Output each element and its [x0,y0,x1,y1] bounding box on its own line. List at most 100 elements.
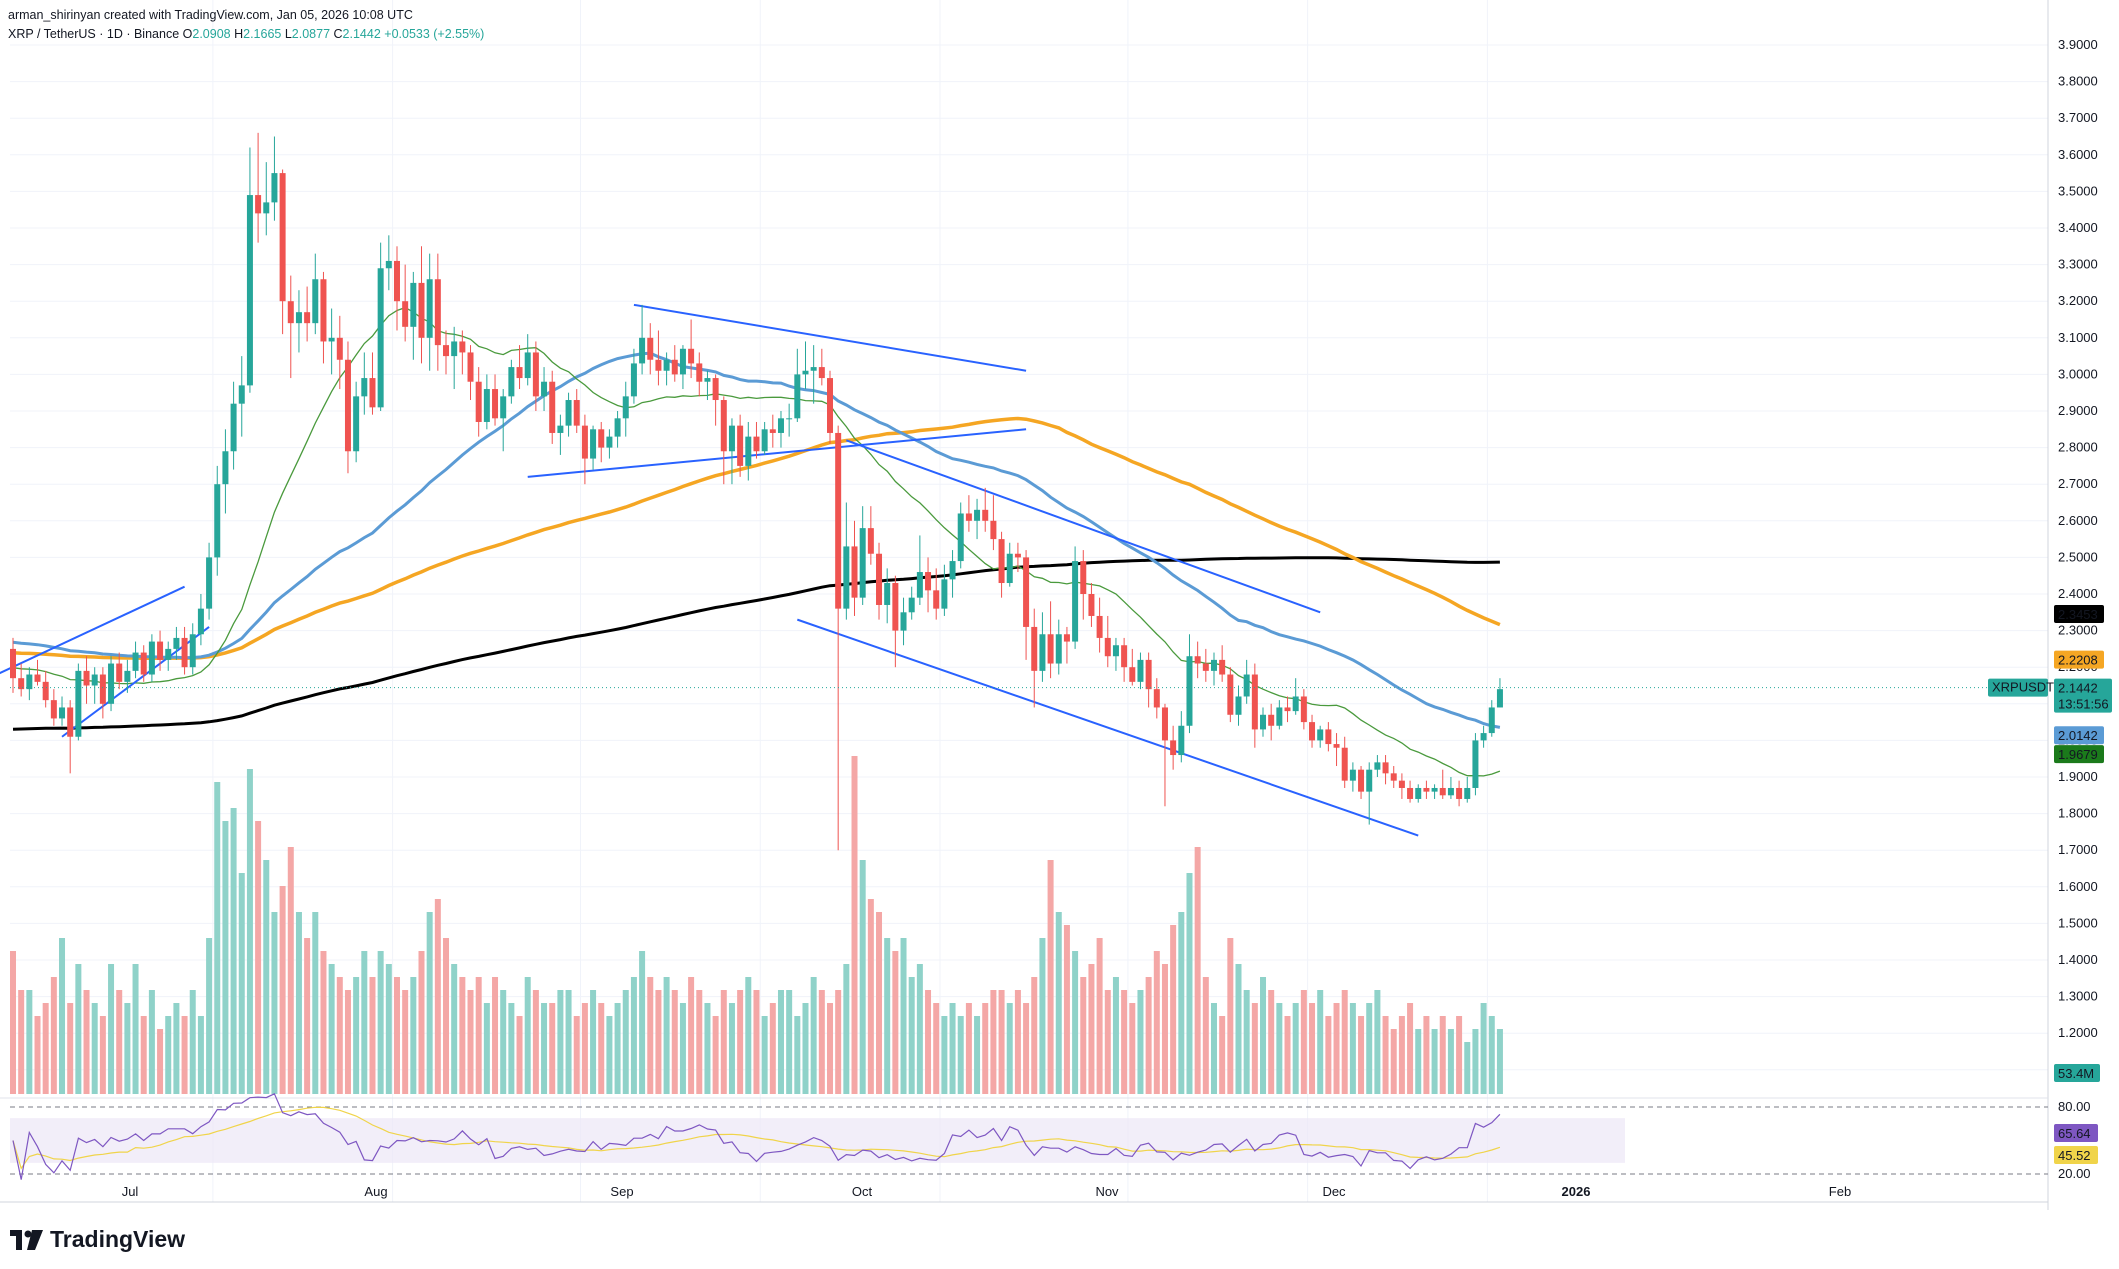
volume-bar [83,990,90,1094]
volume-bar [794,1016,801,1094]
candle-body [1096,615,1103,638]
volume-bar [630,977,637,1094]
volume-bar [1317,990,1324,1094]
rsi-line [12,1092,1501,1180]
volume-bar [1153,951,1160,1094]
candle-body [1390,773,1397,781]
volume-bar [933,1003,940,1094]
candle-body [295,312,302,324]
volume-bar [10,951,16,1094]
candle-body [459,341,466,353]
volume-bar [34,1016,41,1094]
candle-body [353,396,360,452]
volume-bar [1439,1016,1446,1094]
time-tick-label: Nov [1095,1184,1119,1199]
candle-body [688,348,695,364]
price-tick-label: 1.9000 [2058,769,2098,784]
rsi-value: 65.64 [2058,1126,2091,1141]
candle-body [246,195,253,386]
volume-bar [279,886,286,1094]
candle-body [859,528,866,598]
price-axis[interactable]: 3.9000 3.8000 3.7000 3.6000 3.5000 3.4000 3.30… [2058,37,2098,1181]
candle-body [704,378,711,382]
candle-body [728,425,735,452]
last-price-symbol-bg [1988,678,2048,697]
volume-bar [827,1003,833,1094]
candle-body [843,546,850,609]
candle-body [1251,674,1258,730]
volume-bar [410,977,417,1094]
volume-bar [271,912,278,1094]
volume-bar [222,821,229,1094]
volume-bar [91,1003,98,1094]
volume-bar [965,1003,972,1094]
volume-bar [1243,990,1250,1094]
candle-body [900,612,907,631]
volume-bar [393,977,400,1094]
volume-bar [434,899,441,1094]
candle-body [1219,659,1226,675]
candle-body [606,436,613,448]
last-price-symbol: XRPUSDT [1992,680,2054,695]
volume-bar [1325,1016,1332,1094]
tradingview-logo-text: TradingView [50,1226,186,1252]
candle-body [1374,762,1381,770]
candle-body [336,337,343,360]
symbol-legend[interactable]: XRP / TetherUS · 1D · Binance O2.0908 H2… [8,25,484,44]
volume-bar [941,1016,948,1094]
candle-body [1447,787,1454,796]
candle-body [769,429,776,433]
candle-body [238,385,245,404]
volume-bar [492,977,499,1094]
volume-bar [246,769,253,1094]
candle-body [344,359,351,452]
time-tick-label: Feb [1829,1184,1851,1199]
candle-body [786,418,793,420]
volume-bar [1366,1003,1373,1094]
candle-body [1023,557,1030,627]
price-tick-label: 2.3000 [2058,623,2098,638]
candle-body [1006,553,1013,584]
price-tick-label: 3.1000 [2058,330,2098,345]
candle-body [581,425,588,459]
ma50-price-tag: 2.0142 [2058,728,2098,743]
trendline-channel-upper [845,439,1321,614]
candle-body [124,670,131,682]
candle-body [1309,722,1316,741]
volume-bar [516,1016,523,1094]
volume-bar [720,990,727,1094]
candle-body [1333,744,1340,748]
volume-bar [1121,990,1128,1094]
volume-bar [1104,990,1111,1094]
candle-body [1072,561,1079,642]
price-tick-label: 1.3000 [2058,989,2098,1004]
volume-bar [336,977,343,1094]
candle-body [1480,733,1487,741]
candle-body [1268,714,1275,726]
candle-body [810,367,817,371]
candle-body [655,359,662,371]
candle-body [835,432,842,609]
candle-body [1202,663,1209,671]
volume-bar [132,964,139,1094]
volume-bar [835,990,842,1094]
candle-body [157,641,164,660]
candle-body [42,681,49,701]
price-tick-label: 2.8000 [2058,440,2098,455]
volume-bar [287,847,294,1094]
candle-body [965,513,972,521]
time-axis[interactable]: Jul Aug Sep Oct Nov Dec 2026 Feb [122,1184,1852,1199]
symbol-name[interactable]: XRP / TetherUS · 1D · Binance [8,27,180,41]
volume-bar [753,990,760,1094]
candle-body [565,400,572,426]
tradingview-logo[interactable]: TradingView [10,1226,185,1253]
volume-tag: 53.4M [2058,1066,2094,1081]
candle-body [1431,787,1438,792]
candle-body [116,663,123,682]
volume-bar [1194,847,1201,1094]
ma200-line [12,556,1500,731]
price-tick-label: 3.3000 [2058,257,2098,272]
volume-bar [75,964,82,1094]
volume-bar [573,1016,580,1094]
